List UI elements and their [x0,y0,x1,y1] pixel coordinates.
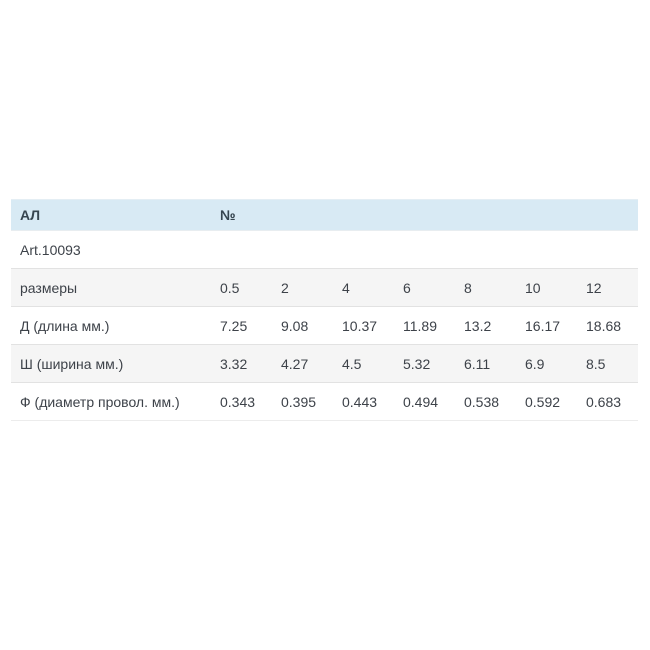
article-number-cell: Art.10093 [11,230,639,269]
row-label-sizes: размеры [11,268,211,307]
cell-size-value: 10 [516,268,577,307]
cell-width-value: 4.27 [272,344,333,383]
cell-size-value: 0.5 [211,268,272,307]
cell-length-value: 11.89 [394,306,455,345]
cell-length-value: 13.2 [455,306,516,345]
cell-width-value: 8.5 [577,344,639,383]
cell-diameter-value: 0.343 [211,382,272,421]
table-header-row: АЛ № [11,199,639,231]
cell-diameter-value: 0.443 [333,382,394,421]
table-row-sizes: размеры 0.5 2 4 6 8 10 12 [11,268,639,307]
product-size-table: АЛ № Art.10093 размеры 0.5 2 4 6 8 10 12… [11,199,639,421]
cell-diameter-value: 0.494 [394,382,455,421]
row-label-length: Д (длина мм.) [11,306,211,345]
row-label-wire-diameter: Ф (диаметр провол. мм.) [11,382,211,421]
table-row-length: Д (длина мм.) 7.25 9.08 10.37 11.89 13.2… [11,306,639,345]
table-row-width: Ш (ширина мм.) 3.32 4.27 4.5 5.32 6.11 6… [11,344,639,383]
cell-diameter-value: 0.395 [272,382,333,421]
cell-size-value: 12 [577,268,639,307]
cell-width-value: 6.11 [455,344,516,383]
cell-length-value: 9.08 [272,306,333,345]
cell-size-value: 2 [272,268,333,307]
header-cell-spacer [272,199,639,231]
cell-width-value: 5.32 [394,344,455,383]
cell-width-value: 4.5 [333,344,394,383]
table-row-article: Art.10093 [11,230,639,269]
header-cell-product-name: АЛ [11,199,211,231]
cell-width-value: 6.9 [516,344,577,383]
row-label-width: Ш (ширина мм.) [11,344,211,383]
cell-diameter-value: 0.683 [577,382,639,421]
cell-length-value: 16.17 [516,306,577,345]
cell-size-value: 8 [455,268,516,307]
cell-size-value: 4 [333,268,394,307]
cell-diameter-value: 0.538 [455,382,516,421]
cell-length-value: 7.25 [211,306,272,345]
header-cell-number-symbol: № [211,199,272,231]
cell-length-value: 18.68 [577,306,639,345]
table-row-wire-diameter: Ф (диаметр провол. мм.) 0.343 0.395 0.44… [11,382,639,421]
cell-size-value: 6 [394,268,455,307]
cell-width-value: 3.32 [211,344,272,383]
cell-length-value: 10.37 [333,306,394,345]
cell-diameter-value: 0.592 [516,382,577,421]
